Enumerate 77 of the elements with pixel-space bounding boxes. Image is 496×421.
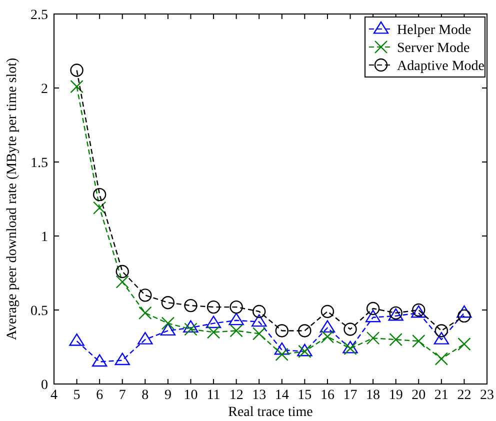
x-tick-label: 22 [457,388,472,403]
x-tick-label: 20 [412,388,426,403]
point [116,264,129,278]
point [252,304,266,318]
point [252,314,267,327]
y-tick-label: 1.5 [30,156,48,171]
point [206,326,220,339]
point [252,327,266,340]
y-tick-label: 2 [41,82,48,97]
x-tick-label: 13 [252,388,266,403]
point [298,324,312,338]
x-tick-label: 18 [366,388,380,403]
point [456,305,472,318]
x-tick-label: 6 [96,388,104,403]
point [183,320,198,333]
point [184,298,198,312]
y-tick-label: 0.5 [30,304,48,319]
x-tick-label: 12 [229,388,244,403]
point [366,332,380,345]
x-tick-label: 5 [73,388,80,403]
x-axis-title: Real trace time [228,405,313,420]
x-tick-label: 15 [298,388,312,403]
point [366,302,380,316]
legend-label: Helper Mode [397,23,472,38]
x-tick-label: 9 [164,388,172,403]
point [389,333,402,346]
x-tick-label: 17 [343,388,358,403]
point [320,304,334,318]
point [344,322,357,336]
point [434,332,450,344]
x-tick-label: 16 [320,388,334,403]
point [320,330,334,344]
point [116,275,129,288]
point [161,316,175,330]
point [70,80,84,94]
point [275,348,288,361]
x-tick-label: 7 [118,388,126,403]
point [230,324,243,338]
point [161,296,175,310]
legend-label: Adaptive Mode [397,59,484,74]
x-tick-label: 23 [480,388,494,403]
point [92,201,106,214]
point [228,312,244,326]
point [184,322,198,336]
point [434,352,448,366]
x-tick-label: 4 [50,388,58,403]
point [458,337,471,351]
point [70,64,84,77]
point [230,300,243,314]
x-tick-label: 14 [274,388,289,403]
point [320,320,336,333]
point [274,342,290,355]
point [114,352,130,366]
point [275,324,288,338]
x-tick-label: 11 [206,388,220,403]
point [92,188,106,202]
point [365,310,381,322]
point [206,300,220,314]
point [69,333,84,346]
point [412,334,426,348]
point [138,306,152,320]
y-tick-label: 2.5 [30,8,48,23]
x-tick-label: 8 [142,388,149,403]
x-tick-label: 21 [434,388,448,403]
point [434,324,448,338]
point [458,309,471,323]
x-tick-label: 19 [388,388,403,403]
y-tick-label: 0 [41,378,48,393]
y-tick-label: 1 [41,230,48,245]
point [160,323,176,336]
point [206,316,222,328]
point [92,354,108,367]
point [138,332,153,344]
point [138,288,152,302]
legend-label: Server Mode [397,41,470,56]
x-tick-label: 10 [184,388,198,403]
y-axis-title: Average peer download rate (MByte per time slot) [5,57,20,340]
